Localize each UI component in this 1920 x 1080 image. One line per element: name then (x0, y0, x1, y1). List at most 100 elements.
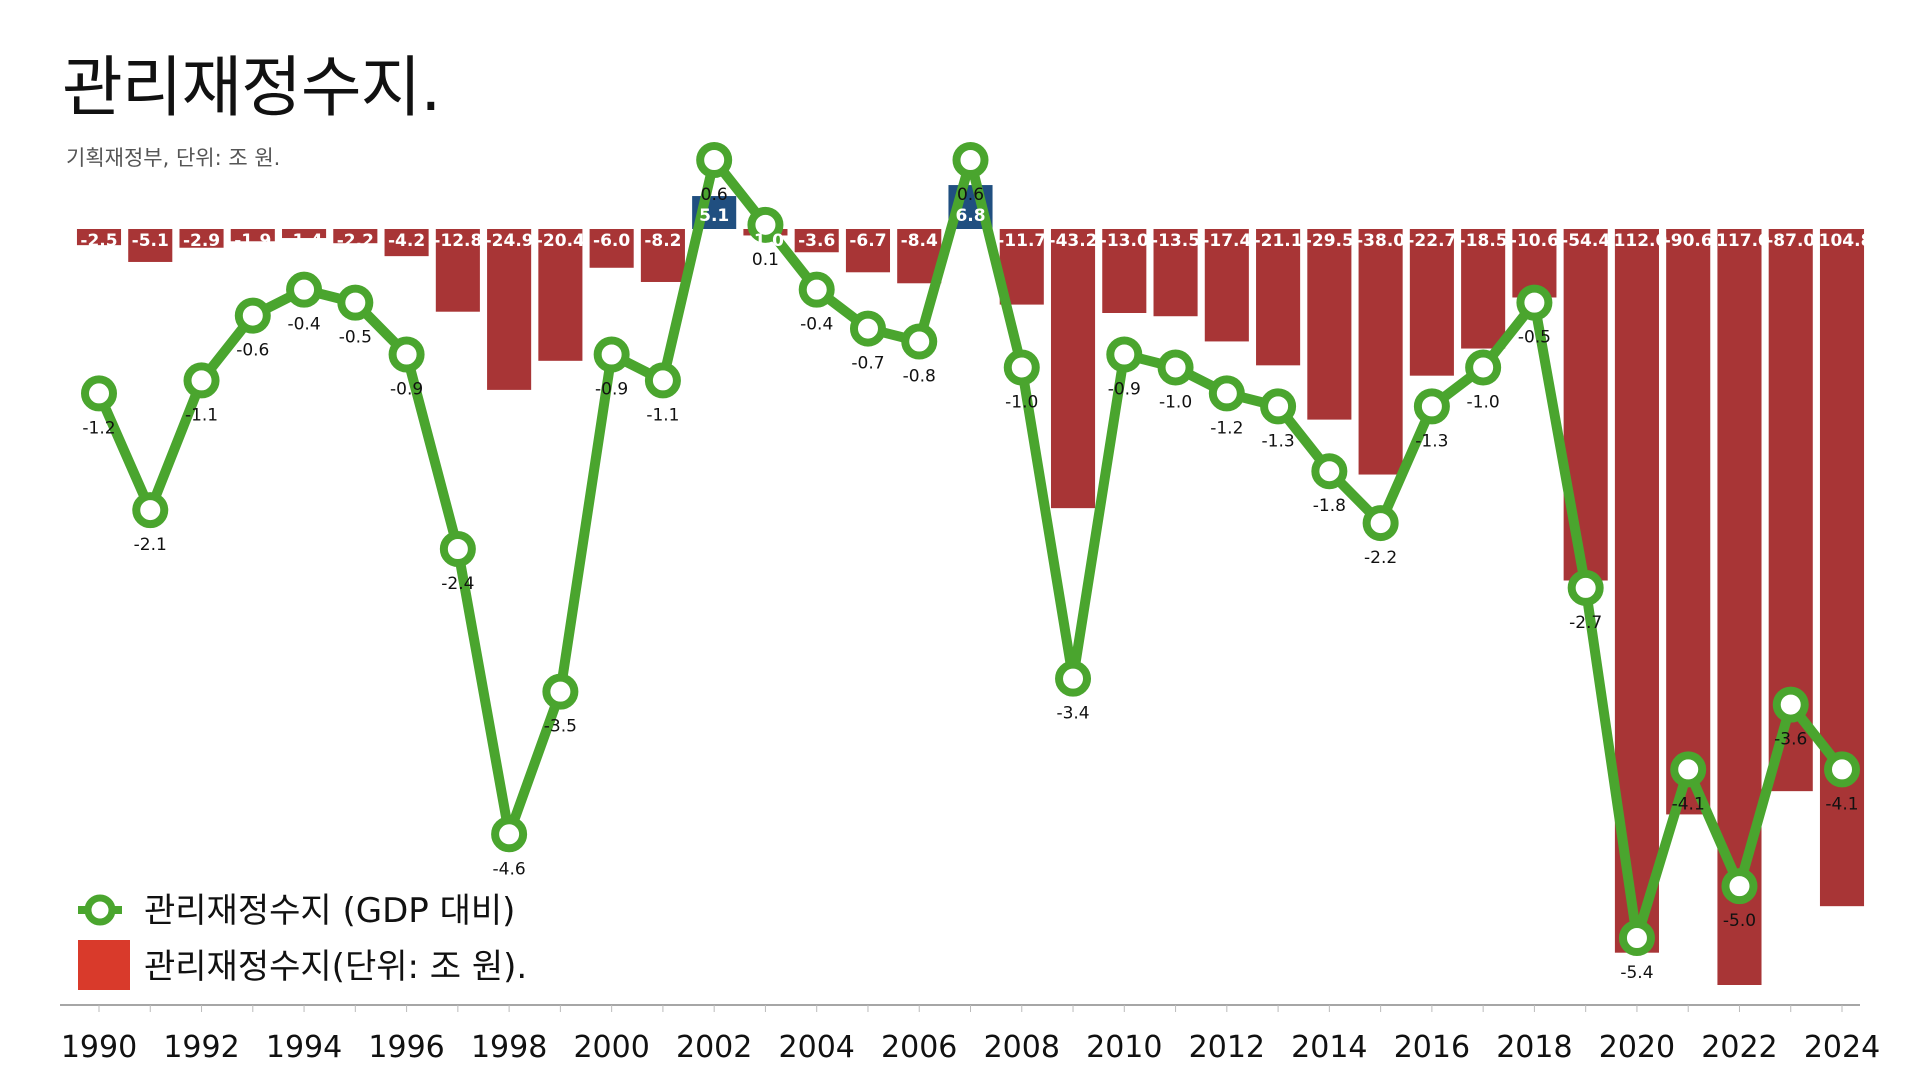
line-point-2009 (1055, 660, 1092, 697)
line-point-2002 (696, 142, 733, 178)
x-tick-label-1990: 1990 (61, 1030, 137, 1065)
line-label-2004: -0.4 (800, 315, 833, 335)
line-label-2012: -1.2 (1210, 418, 1243, 438)
bar-1991 (128, 229, 173, 262)
bar-2014 (1307, 229, 1352, 420)
x-tick-label-2016: 2016 (1394, 1030, 1470, 1065)
bar-label-2011: -13.5 (1151, 231, 1200, 251)
bar-2021 (1666, 229, 1711, 815)
bar-label-2015: -38.0 (1356, 231, 1405, 251)
data-labels: -2.5 -5.1 -2.9 -1.9 -1.4 -2.2 -4.2 -12.8 -24.9 -2… (80, 185, 1872, 983)
bar-label-2007: 6.8 (955, 206, 985, 226)
bar-label-2006: -8.4 (901, 231, 938, 251)
bar-2005 (845, 229, 891, 273)
x-tick-label-2002: 2002 (676, 1030, 752, 1065)
bar-1995 (333, 229, 378, 244)
line-point-1995 (337, 284, 374, 321)
bar-2010 (1102, 229, 1147, 313)
legend-label-ratio: 관리재정수지 (GDP 대비) (144, 891, 515, 931)
x-tick-label-1996: 1996 (368, 1030, 444, 1065)
bar-2024 (1819, 229, 1865, 907)
line-label-2002: 0.6 (701, 185, 728, 205)
line-label-2024: -4.1 (1825, 794, 1858, 814)
line-point-2024 (1824, 751, 1860, 788)
bar-label-2010: -13.0 (1100, 231, 1149, 251)
line-label-1994: -0.4 (287, 315, 320, 335)
bar-label-2023: -87.0 (1766, 231, 1815, 251)
line-point-1997 (439, 531, 476, 567)
bar-label-1992: -2.9 (183, 231, 220, 251)
bar-label-2009: -43.2 (1049, 231, 1098, 251)
line-point-2008 (1003, 349, 1040, 386)
bar-2012 (1204, 229, 1249, 342)
line-point-2006 (901, 323, 938, 360)
line-point-2022 (1721, 868, 1758, 905)
line-point-1996 (388, 336, 425, 373)
x-tick-label-2014: 2014 (1291, 1030, 1367, 1065)
bar-label-2017: -18.5 (1459, 231, 1508, 251)
bar-label-1991: -5.1 (132, 231, 169, 251)
x-tick-label-1992: 1992 (163, 1030, 239, 1065)
bar-1997 (435, 229, 480, 312)
line-point-2021 (1670, 751, 1707, 788)
bar-1994 (282, 229, 327, 239)
x-tick-label-2004: 2004 (779, 1030, 855, 1065)
bar-label-2021: -90.6 (1664, 231, 1713, 251)
bar-label-1993: -1.9 (234, 231, 271, 251)
bar-2000 (589, 229, 634, 268)
line-point-2004 (798, 271, 835, 308)
line-label-2021: -4.1 (1672, 794, 1705, 814)
line-label-2010: -0.9 (1108, 380, 1141, 400)
line-label-2020: -5.4 (1620, 963, 1653, 983)
legend: 관리재정수지 (GDP 대비) 관리재정수지(단위: 조 원). (78, 891, 527, 990)
line-label-2009: -3.4 (1056, 704, 1089, 724)
bar-label-1995: -2.2 (337, 231, 374, 251)
line-point-1999 (542, 673, 579, 710)
line-point-2015 (1362, 505, 1399, 542)
line-label-1995: -0.5 (339, 328, 372, 348)
line-point-1990 (81, 375, 117, 412)
line-point-1994 (286, 271, 323, 308)
chart-title: 관리재정수지. (62, 49, 441, 126)
bar-2015 (1358, 229, 1403, 475)
bar-label-2018: -10.6 (1510, 231, 1559, 251)
x-tick-label-2012: 2012 (1189, 1030, 1265, 1065)
bar-label-2016: -22.7 (1407, 231, 1456, 251)
line-label-2008: -1.0 (1005, 392, 1038, 412)
bar-label-2022: -117.0 (1709, 231, 1770, 251)
line-point-2023 (1772, 686, 1809, 723)
line-label-2000: -0.9 (595, 380, 628, 400)
bar-2001 (640, 229, 685, 282)
line-label-2023: -3.6 (1774, 730, 1807, 750)
legend-label-amount: 관리재정수지(단위: 조 원). (144, 947, 527, 987)
line-point-2012 (1208, 375, 1245, 412)
bar-1996 (384, 229, 429, 257)
x-tick-label-2018: 2018 (1496, 1030, 1572, 1065)
bar-label-1996: -4.2 (388, 231, 425, 251)
line-point-1998 (491, 816, 528, 853)
line-label-2001: -1.1 (646, 405, 679, 425)
x-tick-label-2008: 2008 (984, 1030, 1060, 1065)
line-label-2011: -1.0 (1159, 392, 1192, 412)
x-axis: 1990 1992 1994 1996 1998 2000 2002 2004 2006 2008… (60, 1004, 1880, 1065)
legend-line-marker-icon (84, 894, 116, 926)
line-label-2013: -1.3 (1262, 431, 1295, 451)
line-label-1992: -1.1 (185, 405, 218, 425)
line-point-2017 (1465, 349, 1502, 386)
bar-label-2005: -6.7 (849, 231, 886, 251)
line-label-1991: -2.1 (134, 535, 167, 555)
line-point-1993 (234, 297, 271, 334)
bar-label-2014: -29.5 (1305, 231, 1354, 251)
line-label-2019: -2.7 (1569, 613, 1602, 633)
bar-2009 (1050, 229, 1096, 509)
bar-label-1997: -12.8 (433, 231, 482, 251)
bar-1993 (230, 229, 275, 242)
bar-label-2012: -17.4 (1202, 231, 1251, 251)
bar-label-2001: -8.2 (644, 231, 681, 251)
bar-label-2002: 5.1 (699, 206, 729, 226)
line-label-2022: -5.0 (1723, 911, 1756, 931)
bar-1992 (179, 229, 224, 248)
line-point-1991 (132, 492, 169, 529)
line-label-2016: -1.3 (1415, 431, 1448, 451)
line-point-2003 (747, 206, 784, 243)
